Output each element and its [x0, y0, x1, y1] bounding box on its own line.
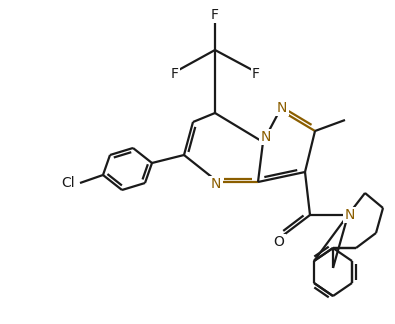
Text: Cl: Cl [61, 176, 75, 190]
Text: F: F [252, 67, 260, 81]
Text: N: N [211, 177, 221, 191]
Text: O: O [274, 235, 284, 249]
Text: N: N [345, 208, 355, 222]
Text: F: F [211, 8, 219, 22]
Text: N: N [277, 101, 287, 115]
Text: F: F [171, 67, 179, 81]
Text: N: N [261, 130, 271, 144]
